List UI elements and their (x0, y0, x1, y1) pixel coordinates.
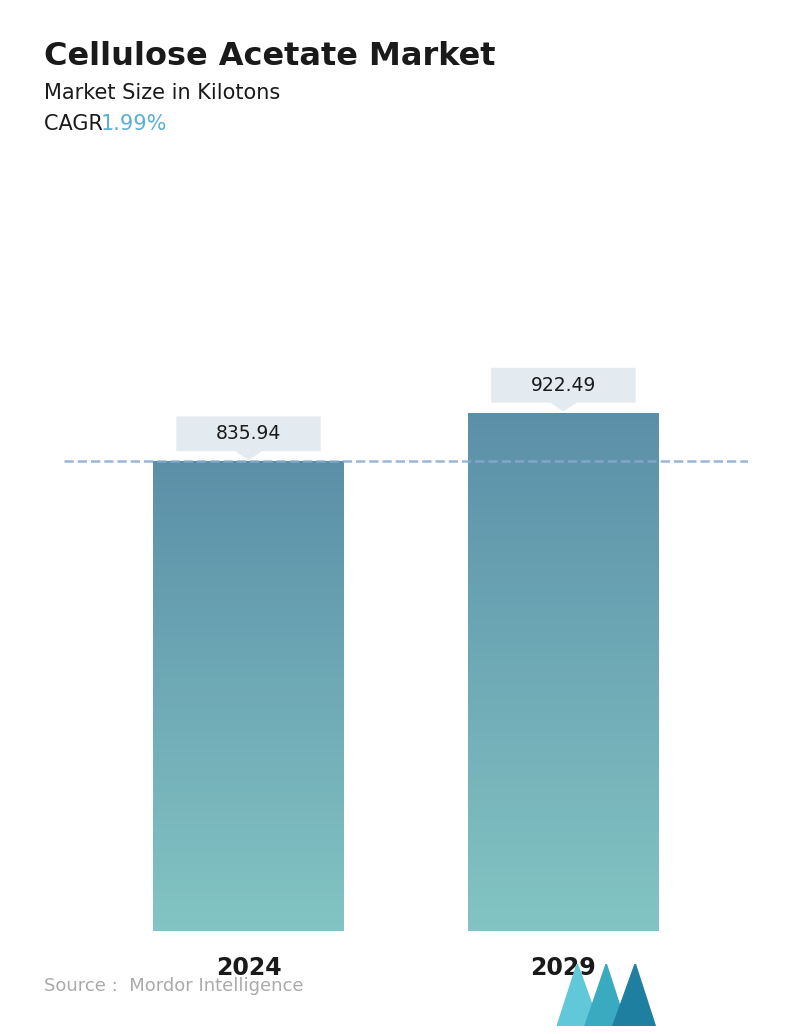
Polygon shape (585, 964, 626, 1026)
Polygon shape (551, 402, 576, 410)
Text: Source :  Mordor Intelligence: Source : Mordor Intelligence (44, 977, 303, 995)
Polygon shape (557, 964, 599, 1026)
Text: CAGR: CAGR (44, 114, 116, 133)
Polygon shape (613, 964, 655, 1026)
Text: 1.99%: 1.99% (101, 114, 167, 133)
Text: Cellulose Acetate Market: Cellulose Acetate Market (44, 41, 495, 72)
Text: Market Size in Kilotons: Market Size in Kilotons (44, 83, 280, 102)
Polygon shape (236, 451, 261, 459)
Text: 922.49: 922.49 (531, 375, 596, 395)
FancyBboxPatch shape (176, 417, 321, 451)
FancyBboxPatch shape (491, 368, 636, 402)
Text: 835.94: 835.94 (216, 424, 281, 444)
